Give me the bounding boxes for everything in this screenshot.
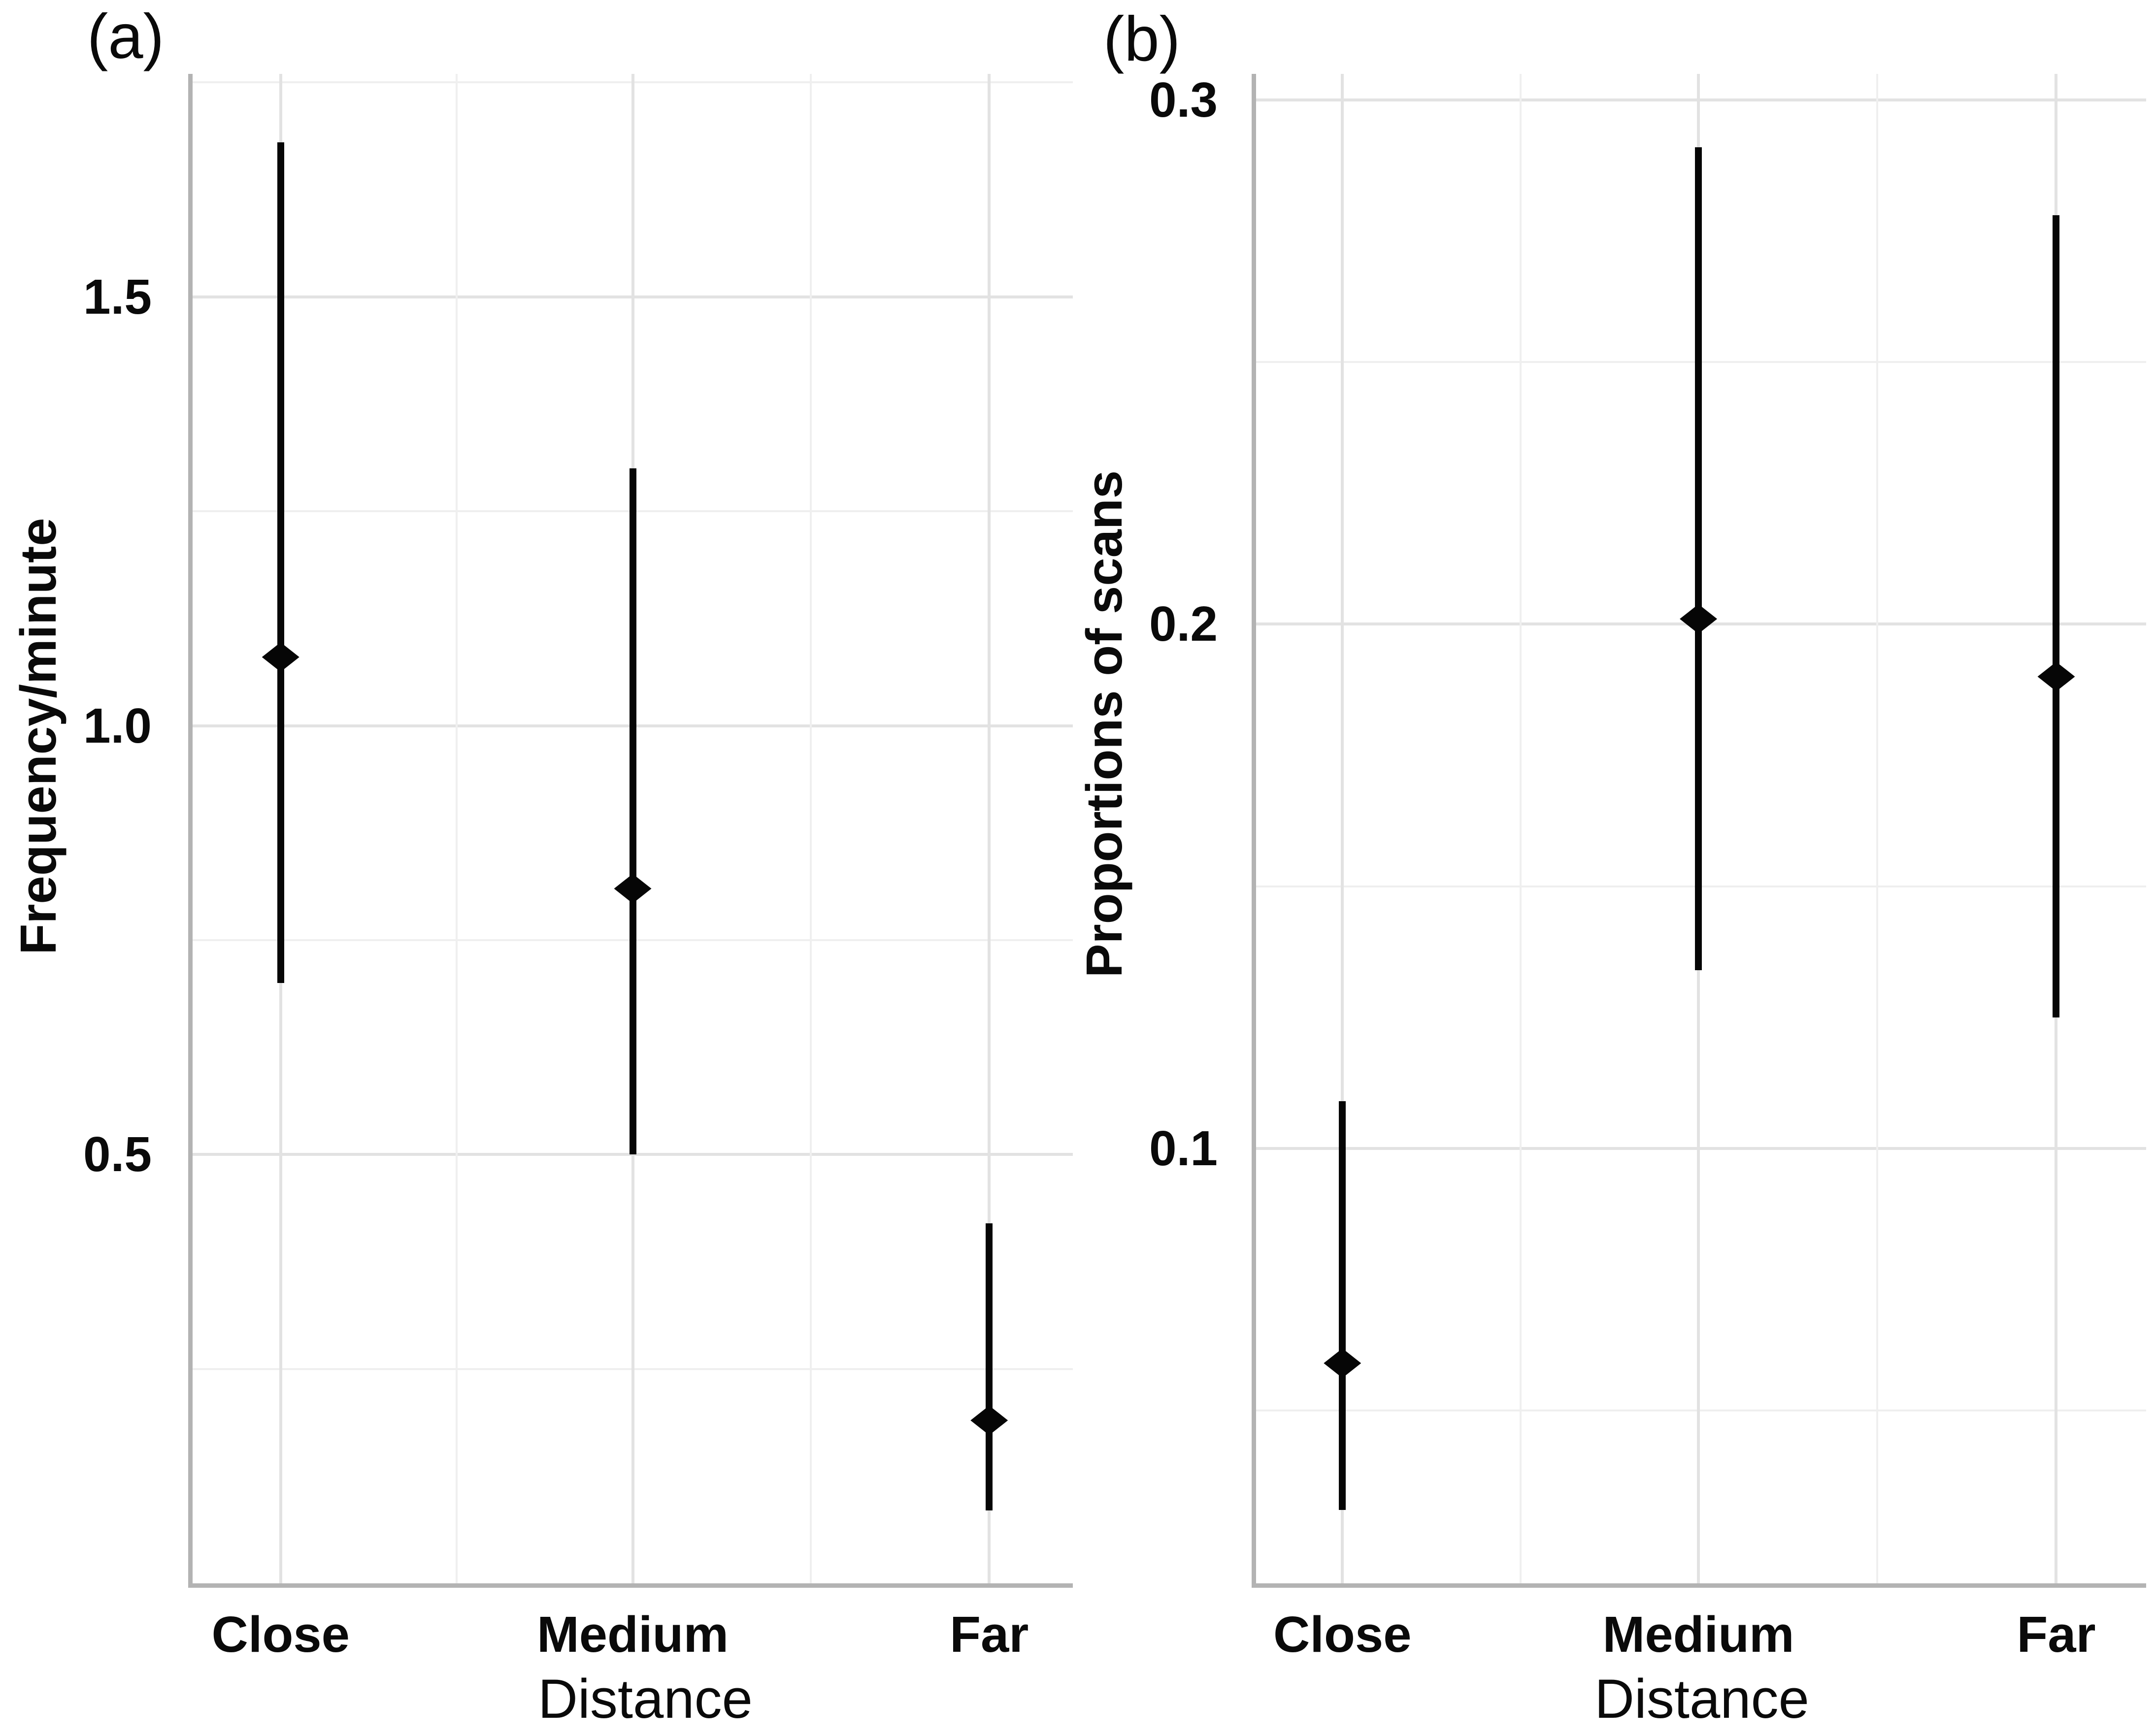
error-bar-medium: [629, 468, 636, 1155]
error-bar-close: [277, 142, 284, 983]
gridline-major-vertical: [1341, 74, 1344, 1583]
x-category-label-far: Far: [2017, 1606, 2096, 1663]
panel-b-plot-area: [1252, 74, 2146, 1588]
gridline-minor-vertical: [1519, 74, 1522, 1583]
gridline-minor-vertical: [810, 74, 812, 1583]
panel-b-y-axis-title: Proportions of scans: [1076, 470, 1132, 978]
error-bar-far: [2053, 215, 2060, 1017]
point-far: [970, 1406, 1008, 1436]
x-category-label-far: Far: [950, 1606, 1029, 1663]
gridline-minor-horizontal: [1256, 1409, 2146, 1411]
x-category-label-close: Close: [1273, 1606, 1412, 1663]
x-category-label-medium: Medium: [536, 1606, 729, 1663]
panel-b-x-axis-title: Distance: [1594, 1668, 1809, 1730]
error-bar-medium: [1695, 147, 1702, 970]
x-category-label-medium: Medium: [1602, 1606, 1794, 1663]
y-tick-label: 0.5: [83, 1127, 152, 1182]
y-tick-label: 1.5: [83, 269, 152, 325]
y-tick-label: 1.0: [83, 698, 152, 753]
y-tick-label: 0.2: [1149, 596, 1218, 652]
panel-a-x-axis-title: Distance: [538, 1668, 753, 1730]
gridline-minor-vertical: [1876, 74, 1879, 1583]
point-far: [2037, 661, 2075, 691]
panel-a-plot-area: [188, 74, 1073, 1588]
gridline-major-vertical: [988, 74, 991, 1583]
gridline-major-horizontal: [1256, 1146, 2146, 1150]
point-medium: [614, 874, 652, 904]
error-bar-close: [1339, 1101, 1346, 1510]
y-tick-label: 0.1: [1149, 1120, 1218, 1176]
x-category-label-close: Close: [211, 1606, 350, 1663]
y-tick-label: 0.3: [1149, 72, 1218, 128]
gridline-minor-vertical: [456, 74, 458, 1583]
gridline-major-horizontal: [1256, 98, 2146, 102]
point-close: [1324, 1348, 1361, 1378]
error-bar-far: [986, 1223, 993, 1510]
point-medium: [1680, 604, 1718, 634]
point-close: [262, 642, 299, 672]
panel-a-label: (a): [87, 1, 165, 72]
panel-b-label: (b): [1103, 4, 1181, 74]
